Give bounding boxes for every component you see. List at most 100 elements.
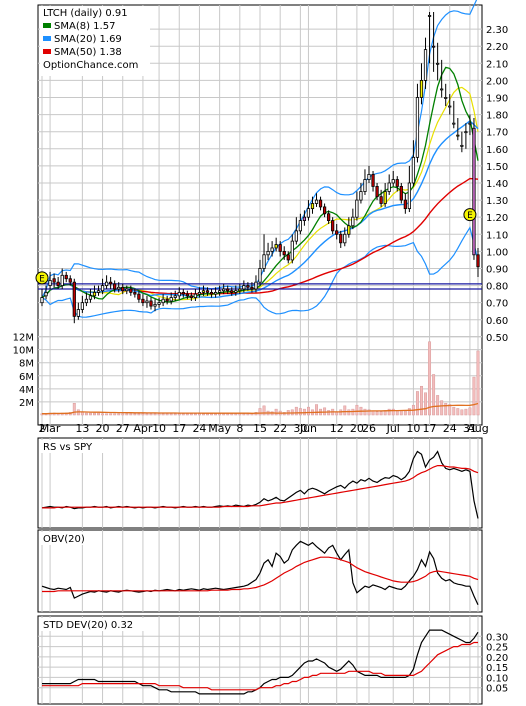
candle-body <box>173 295 177 298</box>
price-y-tick-label: 1.20 <box>486 213 508 224</box>
candle-body <box>440 88 444 91</box>
x-axis-label: 8 <box>236 422 243 435</box>
price-y-tick-label: 0.90 <box>486 264 508 275</box>
candle-body <box>157 302 161 305</box>
candle-body <box>391 179 395 184</box>
sd-y-tick-label: 0.30 <box>486 632 508 643</box>
candle-body <box>218 290 222 293</box>
candle-body <box>286 254 290 261</box>
price-y-tick-label: 0.60 <box>486 316 508 327</box>
x-axis-label: 24 <box>443 422 457 435</box>
volume-bar <box>238 413 242 416</box>
volume-bar <box>432 374 436 416</box>
candle-body <box>222 288 226 292</box>
candle-body <box>56 281 60 286</box>
volume-bar <box>84 412 88 416</box>
candle-body <box>121 286 125 292</box>
volume-bar <box>468 407 472 416</box>
volume-bar <box>415 391 419 416</box>
candle-body <box>48 280 52 286</box>
sd-y-tick-label: 0.10 <box>486 673 508 684</box>
x-axis-label: 13 <box>75 422 89 435</box>
volume-bar <box>375 411 379 416</box>
candle-body <box>472 127 476 256</box>
candle-body <box>331 220 335 232</box>
volume-bar <box>456 408 460 416</box>
candle-body <box>294 230 298 242</box>
volume-bar <box>246 413 250 416</box>
volume-bar <box>343 405 347 416</box>
volume-average-line <box>42 402 479 415</box>
volume-bar <box>169 413 173 416</box>
volume-bar <box>323 407 327 416</box>
candle-body <box>72 281 76 317</box>
volume-bar <box>428 341 432 416</box>
volume-bar <box>72 402 76 416</box>
candle-body <box>456 134 460 137</box>
sd-series-line-1 <box>42 641 478 691</box>
event-marker <box>463 208 477 222</box>
price-y-tick-label: 1.50 <box>486 162 508 173</box>
candle-body <box>363 179 367 192</box>
price-y-tick-label: 2.00 <box>486 76 508 87</box>
candle-body <box>88 295 93 300</box>
volume-bar <box>355 404 359 416</box>
volume-bar <box>294 406 298 416</box>
rs-legend-background <box>40 440 106 453</box>
x-axis-label: 27 <box>116 422 130 435</box>
candle-body <box>282 250 286 256</box>
x-axis-label: 17 <box>423 422 437 435</box>
sd-legend-entry: STD DEV(20) 0.32 <box>43 620 133 631</box>
x-axis-label: 17 <box>172 422 186 435</box>
volume-bar <box>105 413 109 416</box>
volume-bar <box>222 413 226 416</box>
candle-body <box>169 297 173 302</box>
volume-bar <box>149 413 153 416</box>
legend-entry: LTCH (daily) 0.91 <box>43 8 128 19</box>
candle-body <box>460 144 464 147</box>
price-y-tick-label: 1.90 <box>486 93 508 104</box>
volume-bar <box>218 413 222 416</box>
candle-body <box>403 199 407 210</box>
volume-bar <box>137 413 141 416</box>
x-axis-label: Apr <box>133 422 153 435</box>
candle-body <box>452 122 456 125</box>
volume-bar <box>452 406 456 416</box>
legend-entry: SMA(8) 1.57 <box>54 21 115 32</box>
candle-body <box>193 293 198 298</box>
candle-body <box>258 268 262 283</box>
candle-body <box>314 199 319 204</box>
candle-body <box>226 288 230 292</box>
obv-legend-background <box>40 532 94 545</box>
candle-body <box>149 300 153 307</box>
candle-body <box>113 283 117 290</box>
volume-bar <box>145 413 149 416</box>
x-axis-label: 22 <box>273 422 287 435</box>
candle-body <box>129 288 133 293</box>
volume-bar <box>206 413 209 416</box>
price-y-tick-label: 1.40 <box>486 179 508 190</box>
volume-bar <box>161 413 165 416</box>
x-axis-label: Mar <box>40 422 61 435</box>
volume-bar <box>125 413 129 416</box>
volume-bar <box>440 400 444 416</box>
x-axis-label: Aug <box>467 422 488 435</box>
candle-body <box>270 247 274 252</box>
volume-bar <box>133 413 137 416</box>
candle-body <box>201 290 206 293</box>
candle-body <box>64 274 68 280</box>
volume-bar <box>202 413 205 416</box>
candle-body <box>209 292 214 295</box>
volume-bar <box>315 404 318 416</box>
volume-bar <box>403 410 407 416</box>
volume-bar <box>420 385 423 416</box>
candle-body <box>318 199 323 208</box>
candle-body <box>165 298 169 302</box>
candle-body <box>351 216 355 227</box>
legend-swatch <box>43 49 51 54</box>
candle-body <box>444 97 448 99</box>
price-y-tick-label: 2.30 <box>486 25 508 36</box>
price-y-tick-label: 0.70 <box>486 299 508 310</box>
candle-body <box>359 191 363 201</box>
volume-bar <box>448 404 452 416</box>
